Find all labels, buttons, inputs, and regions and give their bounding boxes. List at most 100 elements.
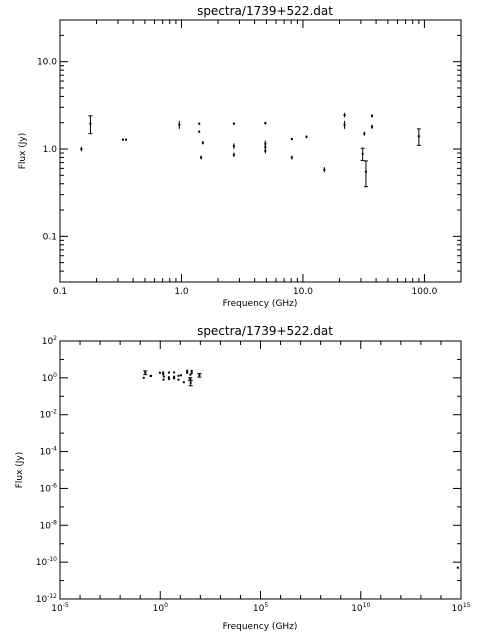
- top-point-marker: [370, 114, 373, 117]
- top-data-point: [264, 148, 267, 154]
- bottom-y-tick-label: 10-4: [40, 446, 58, 458]
- top-point-marker: [361, 152, 364, 155]
- top-data-point: [360, 147, 365, 161]
- top-data-point: [80, 146, 83, 152]
- top-y-tick-label: 1.0: [43, 145, 58, 155]
- bottom-point-marker: [150, 374, 153, 377]
- bottom-data-point: [186, 369, 189, 372]
- top-x-tick-label: 0.1: [53, 287, 67, 297]
- bottom-point-marker: [190, 372, 193, 375]
- top-point-marker: [198, 122, 201, 125]
- top-data-point: [232, 152, 235, 157]
- top-point-marker: [370, 125, 373, 128]
- bottom-point-marker: [186, 369, 189, 372]
- top-point-marker: [290, 156, 293, 159]
- top-point-marker: [343, 123, 346, 126]
- top-data-point: [125, 138, 128, 141]
- bottom-y-tick-label: 10-2: [40, 409, 58, 421]
- top-data-point: [200, 155, 203, 160]
- bottom-data-point: [162, 375, 165, 378]
- bottom-data-point: [173, 371, 176, 374]
- bottom-data-point: [186, 371, 189, 374]
- bottom-data-point: [162, 378, 165, 381]
- bottom-chart-ticks: 10-5 100 105 1010 1015 102 100 10-2 10-4 10-6 10-8…: [36, 335, 471, 614]
- top-data-point: [363, 131, 366, 136]
- bottom-y-tick-label: 100: [42, 372, 57, 384]
- bottom-data-point: [177, 374, 180, 377]
- bottom-x-tick-label: 10-5: [51, 602, 69, 614]
- bottom-point-marker: [198, 374, 201, 377]
- bottom-chart-marks: [142, 369, 459, 569]
- top-x-tick-label: 10.0: [293, 287, 313, 297]
- top-data-point: [343, 112, 346, 118]
- top-point-marker: [417, 135, 420, 138]
- top-data-point: [416, 128, 421, 146]
- bottom-point-marker: [182, 381, 185, 384]
- top-data-point: [88, 115, 93, 135]
- top-point-marker: [305, 135, 308, 138]
- bottom-chart: spectra/1739+522.dat 10-5 100 105 1010 10151…: [15, 324, 471, 632]
- bottom-point-marker: [173, 377, 176, 380]
- top-data-point: [343, 120, 346, 129]
- top-data-point: [232, 122, 235, 125]
- bottom-x-tick-label: 100: [153, 602, 168, 614]
- top-data-point: [370, 114, 373, 118]
- bottom-data-point: [456, 566, 459, 569]
- bottom-data-point: [190, 372, 193, 375]
- bottom-data-point: [162, 373, 165, 376]
- bottom-data-point: [158, 371, 161, 374]
- bottom-y-tick-label: 10-12: [36, 593, 57, 605]
- bottom-data-point: [197, 373, 202, 378]
- bottom-point-marker: [144, 371, 147, 374]
- bottom-point-marker: [186, 371, 189, 374]
- top-chart-x-axis-label: Frequency (GHz): [223, 299, 298, 309]
- bottom-point-marker: [177, 378, 180, 381]
- top-point-marker: [80, 148, 83, 151]
- bottom-point-marker: [190, 369, 193, 372]
- top-chart-title: spectra/1739+522.dat: [197, 4, 333, 18]
- top-point-marker: [343, 114, 346, 117]
- bottom-data-point: [167, 376, 170, 379]
- bottom-point-marker: [142, 376, 145, 379]
- top-point-marker: [363, 132, 366, 135]
- top-data-point: [323, 167, 326, 173]
- bottom-data-point: [150, 374, 153, 377]
- top-data-point: [178, 120, 181, 129]
- top-chart-y-axis-label: Flux (Jy): [18, 133, 28, 170]
- bottom-chart-x-axis-label: Frequency (GHz): [223, 622, 298, 632]
- bottom-data-point: [173, 377, 176, 380]
- bottom-y-tick-label: 10-6: [40, 482, 58, 494]
- top-point-marker: [200, 156, 203, 159]
- bottom-data-point: [167, 378, 170, 381]
- top-x-tick-label: 100.0: [412, 287, 438, 297]
- top-y-tick-label: 0.1: [43, 232, 57, 242]
- top-data-point: [290, 137, 293, 141]
- bottom-data-point: [143, 370, 148, 376]
- top-point-marker: [232, 153, 235, 156]
- top-point-marker: [264, 149, 267, 152]
- top-data-point: [305, 135, 308, 139]
- bottom-x-tick-label: 105: [253, 602, 268, 614]
- bottom-point-marker: [173, 371, 176, 374]
- bottom-point-marker: [177, 374, 180, 377]
- bottom-point-marker: [162, 375, 165, 378]
- bottom-point-marker: [167, 378, 170, 381]
- bottom-y-tick-label: 102: [42, 335, 57, 347]
- bottom-data-point: [190, 369, 193, 372]
- bottom-point-marker: [189, 373, 192, 376]
- top-y-tick-label: 10.0: [37, 58, 57, 68]
- top-chart-plot-frame: [59, 19, 462, 283]
- top-point-marker: [264, 142, 267, 145]
- bottom-x-tick-label: 1015: [451, 602, 470, 614]
- bottom-data-point: [167, 371, 170, 374]
- bottom-point-marker: [162, 373, 165, 376]
- bottom-data-point: [182, 381, 185, 384]
- bottom-point-marker: [162, 371, 165, 374]
- top-x-tick-label: 1.0: [174, 287, 189, 297]
- top-chart-ticks: 0.1 1.0 10.0 100.0 0.1 1.0 10.0: [37, 20, 461, 297]
- bottom-data-point: [162, 371, 165, 374]
- top-data-point: [232, 143, 235, 150]
- top-data-point: [121, 138, 124, 141]
- bottom-y-tick-label: 10-10: [36, 556, 57, 568]
